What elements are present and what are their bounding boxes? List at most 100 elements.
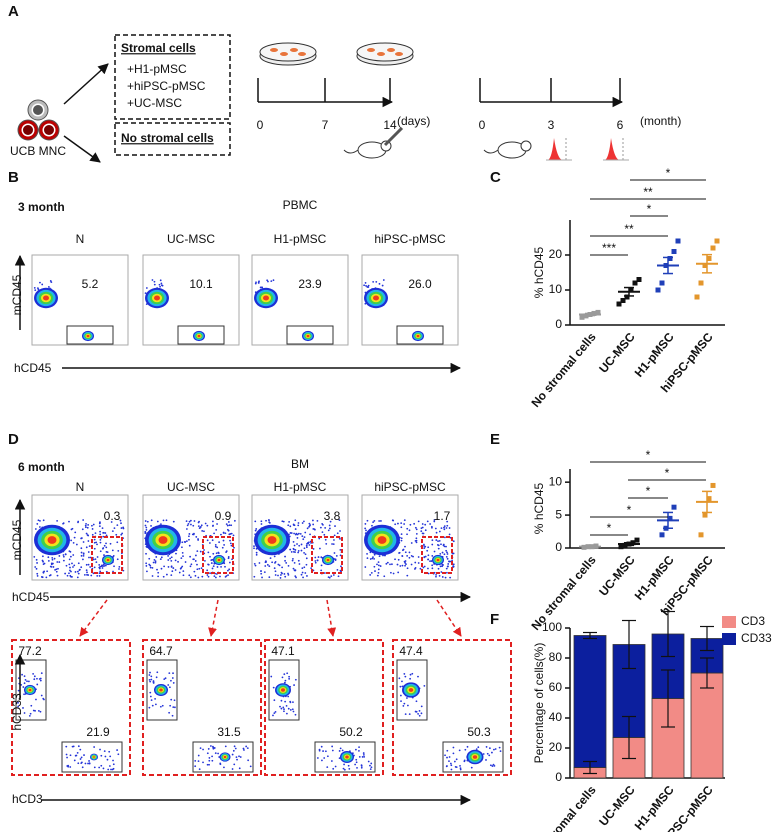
event-dot: [284, 575, 287, 578]
event-dot: [198, 567, 201, 570]
event-dot: [161, 704, 164, 707]
event-dot: [167, 566, 170, 568]
event-dot: [296, 537, 299, 539]
event-dot: [170, 556, 173, 559]
event-dot: [172, 706, 175, 709]
event-dot: [82, 553, 85, 555]
event-dot: [185, 528, 188, 530]
event-dot: [199, 550, 202, 553]
arrow: [63, 135, 101, 163]
event-dot: [197, 754, 200, 757]
event-dot: [196, 568, 199, 571]
event-dot: [375, 280, 378, 283]
event-dot: [299, 532, 302, 535]
event-dot: [20, 684, 23, 686]
event-dot: [435, 573, 437, 576]
event-dot: [327, 529, 330, 532]
event-dot: [79, 758, 82, 760]
histogram-icon: [548, 138, 562, 160]
event-dot: [93, 746, 96, 748]
event-dot: [268, 519, 270, 522]
event-dot: [41, 283, 44, 286]
event-dot: [274, 574, 277, 576]
event-dot: [190, 563, 193, 566]
panel-label: D: [8, 431, 19, 448]
panel-label: F: [490, 611, 499, 628]
event-dot: [216, 566, 219, 568]
event-dot: [366, 519, 369, 522]
density-blob: [373, 295, 379, 301]
event-dot: [320, 745, 323, 748]
data-point: [636, 277, 642, 282]
event-dot: [69, 754, 72, 757]
event-dot: [302, 576, 304, 579]
event-dot: [87, 551, 90, 553]
event-dot: [217, 752, 220, 755]
event-dot: [242, 747, 245, 750]
event-dot: [364, 527, 367, 530]
event-dot: [294, 528, 297, 530]
event-dot: [158, 283, 161, 286]
event-dot: [120, 527, 123, 529]
density-blob: [43, 295, 49, 301]
group-label: H1-pMSC: [274, 232, 327, 246]
event-dot: [17, 701, 19, 704]
event-dot: [41, 559, 44, 562]
mouse-icon: [520, 140, 532, 152]
event-dot: [391, 519, 394, 522]
event-dot: [214, 752, 217, 755]
event-dot: [212, 565, 215, 568]
group-label: UC-MSC: [167, 480, 215, 494]
event-dot: [80, 537, 83, 540]
event-dot: [236, 758, 238, 761]
event-dot: [253, 547, 255, 550]
event-dot: [287, 524, 290, 527]
event-dot: [160, 282, 163, 285]
event-dot: [376, 563, 378, 566]
event-dot: [366, 552, 368, 555]
gate-arrow: [79, 599, 108, 637]
event-dot: [103, 544, 106, 547]
event-dot: [153, 280, 156, 283]
y-tick-label: 10: [549, 282, 563, 296]
density-blob: [223, 755, 227, 759]
event-dot: [435, 531, 438, 534]
event-dot: [247, 759, 250, 762]
event-dot: [312, 523, 315, 526]
event-dot: [233, 745, 236, 748]
event-dot: [445, 545, 447, 548]
event-dot: [188, 538, 190, 541]
event-dot: [238, 755, 240, 758]
event-dot: [347, 764, 350, 767]
event-dot: [283, 710, 285, 713]
data-point: [618, 544, 624, 550]
event-dot: [40, 576, 43, 578]
event-dot: [485, 746, 488, 748]
event-dot: [86, 534, 89, 536]
event-dot: [65, 564, 68, 567]
cells-label: UCB MNC: [10, 144, 66, 158]
event-dot: [150, 675, 153, 678]
event-dot: [414, 526, 417, 529]
event-dot: [62, 522, 65, 524]
event-dot: [367, 284, 370, 287]
event-dot: [318, 537, 321, 540]
event-dot: [303, 566, 306, 569]
event-dot: [207, 551, 210, 554]
event-dot: [265, 519, 267, 522]
event-dot: [355, 748, 357, 751]
event-dot: [292, 567, 295, 570]
event-dot: [255, 281, 257, 284]
event-dot: [412, 555, 414, 558]
event-dot: [499, 750, 502, 753]
event-dot: [100, 764, 103, 767]
event-dot: [285, 712, 288, 715]
event-dot: [111, 530, 114, 533]
event-dot: [85, 569, 88, 572]
event-dot: [445, 549, 448, 552]
event-dot: [332, 767, 335, 770]
event-dot: [73, 759, 76, 762]
event-dot: [155, 556, 158, 558]
event-dot: [160, 284, 163, 287]
